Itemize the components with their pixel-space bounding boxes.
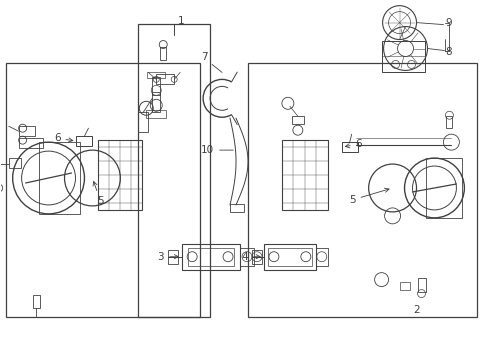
Bar xyxy=(138,112,148,132)
Bar xyxy=(417,278,426,292)
Bar xyxy=(6,63,200,318)
Bar xyxy=(182,244,240,270)
Bar xyxy=(316,248,328,266)
Bar xyxy=(147,72,165,78)
Bar xyxy=(282,140,328,210)
Bar xyxy=(39,142,80,214)
Bar xyxy=(446,116,452,128)
Text: 6: 6 xyxy=(345,139,362,149)
Bar xyxy=(138,24,210,318)
Bar xyxy=(264,244,316,270)
Bar xyxy=(230,204,244,212)
Text: 8: 8 xyxy=(445,48,452,58)
Bar xyxy=(252,250,262,264)
Bar xyxy=(382,41,425,72)
Bar xyxy=(168,250,178,264)
Text: 4: 4 xyxy=(242,252,260,262)
Text: 2: 2 xyxy=(414,306,420,315)
Bar xyxy=(98,140,142,210)
Bar xyxy=(240,248,254,266)
Bar xyxy=(76,136,93,146)
Text: 5: 5 xyxy=(93,181,104,206)
Bar xyxy=(152,77,160,95)
Bar xyxy=(9,158,21,168)
Bar xyxy=(156,75,174,84)
Bar xyxy=(147,110,166,118)
Bar xyxy=(188,248,234,266)
Bar xyxy=(160,46,166,60)
Text: 6: 6 xyxy=(54,133,73,143)
Bar xyxy=(342,142,358,152)
Bar xyxy=(152,92,160,112)
Text: 1: 1 xyxy=(178,15,185,26)
Bar xyxy=(292,116,304,124)
Bar xyxy=(248,63,477,318)
Text: 3: 3 xyxy=(158,252,178,262)
Text: 9: 9 xyxy=(445,18,452,28)
Bar xyxy=(19,126,35,136)
Text: 10: 10 xyxy=(201,145,233,155)
Bar xyxy=(399,282,410,289)
Bar xyxy=(33,294,40,307)
Bar xyxy=(426,158,463,218)
Bar xyxy=(268,248,312,266)
Text: 7: 7 xyxy=(201,53,208,62)
Text: 5: 5 xyxy=(349,188,389,205)
Bar xyxy=(19,138,43,148)
